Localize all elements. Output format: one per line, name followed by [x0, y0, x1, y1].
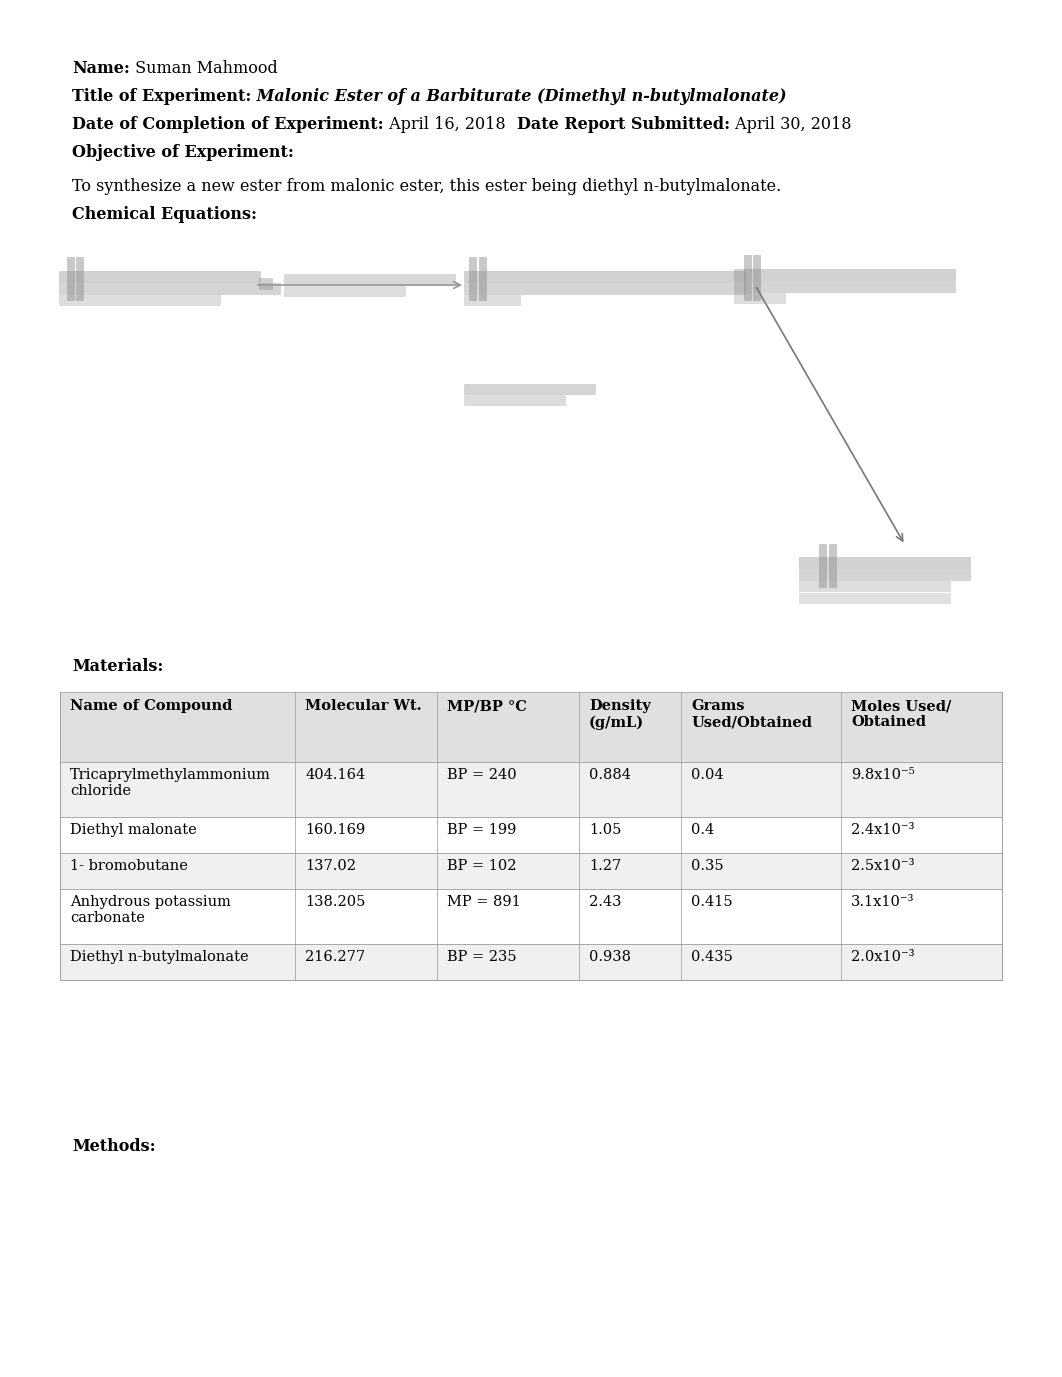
- Text: Anhydrous potassium
carbonate: Anhydrous potassium carbonate: [70, 895, 230, 925]
- Text: 404.164: 404.164: [305, 768, 365, 782]
- Bar: [59, 890, 1003, 945]
- Text: 0.35: 0.35: [691, 859, 723, 873]
- Text: Moles Used/
Obtained: Moles Used/ Obtained: [851, 700, 952, 730]
- Text: Materials:: Materials:: [72, 658, 164, 675]
- FancyBboxPatch shape: [464, 271, 746, 284]
- FancyBboxPatch shape: [744, 255, 752, 302]
- FancyBboxPatch shape: [819, 544, 827, 588]
- Text: Date of Completion of Experiment:: Date of Completion of Experiment:: [72, 116, 383, 134]
- Bar: [59, 945, 1003, 980]
- Text: MP = 891: MP = 891: [447, 895, 520, 909]
- FancyBboxPatch shape: [67, 257, 75, 302]
- Text: 2.43: 2.43: [589, 895, 621, 909]
- FancyBboxPatch shape: [59, 284, 281, 295]
- FancyBboxPatch shape: [799, 593, 950, 605]
- Text: Chemical Equations:: Chemical Equations:: [72, 207, 257, 223]
- Text: 137.02: 137.02: [305, 859, 356, 873]
- Text: 0.938: 0.938: [589, 950, 631, 964]
- FancyBboxPatch shape: [464, 395, 566, 406]
- Text: 2.0x10⁻³: 2.0x10⁻³: [851, 950, 914, 964]
- Text: To synthesize a new ester from malonic ester, this ester being diethyl n-butylma: To synthesize a new ester from malonic e…: [72, 178, 782, 196]
- FancyBboxPatch shape: [753, 255, 761, 302]
- Text: BP = 235: BP = 235: [447, 950, 516, 964]
- Text: Suman Mahmood: Suman Mahmood: [130, 61, 277, 77]
- Text: 1.05: 1.05: [589, 823, 621, 837]
- Bar: [59, 693, 1003, 761]
- Text: 2.5x10⁻³: 2.5x10⁻³: [851, 859, 914, 873]
- FancyBboxPatch shape: [829, 544, 837, 588]
- Text: April 30, 2018: April 30, 2018: [731, 116, 852, 134]
- FancyBboxPatch shape: [799, 581, 950, 592]
- Bar: [59, 852, 1003, 890]
- Text: Density
(g/mL): Density (g/mL): [589, 700, 651, 730]
- FancyBboxPatch shape: [464, 384, 596, 395]
- FancyBboxPatch shape: [284, 274, 456, 286]
- Text: 216.277: 216.277: [305, 950, 365, 964]
- Text: 2.4x10⁻³: 2.4x10⁻³: [851, 823, 914, 837]
- Text: 0.435: 0.435: [691, 950, 733, 964]
- Text: Tricaprylmethylammonium
chloride: Tricaprylmethylammonium chloride: [70, 768, 271, 799]
- Text: BP = 102: BP = 102: [447, 859, 516, 873]
- Text: 0.884: 0.884: [589, 768, 631, 782]
- Text: 138.205: 138.205: [305, 895, 365, 909]
- Text: Molecular Wt.: Molecular Wt.: [305, 700, 422, 713]
- Text: Malonic Ester of a Barbiturate (Dimethyl n-butylmalonate): Malonic Ester of a Barbiturate (Dimethyl…: [252, 88, 787, 105]
- FancyBboxPatch shape: [284, 286, 406, 297]
- FancyBboxPatch shape: [734, 293, 786, 304]
- Text: Grams
Used/Obtained: Grams Used/Obtained: [691, 700, 812, 730]
- Text: Methods:: Methods:: [72, 1137, 156, 1155]
- FancyBboxPatch shape: [734, 269, 956, 281]
- Text: Name of Compound: Name of Compound: [70, 700, 233, 713]
- FancyBboxPatch shape: [479, 257, 487, 302]
- FancyBboxPatch shape: [464, 284, 746, 295]
- FancyBboxPatch shape: [59, 271, 261, 284]
- FancyBboxPatch shape: [734, 281, 956, 293]
- FancyBboxPatch shape: [469, 257, 477, 302]
- FancyBboxPatch shape: [59, 295, 221, 306]
- Text: BP = 240: BP = 240: [447, 768, 516, 782]
- FancyBboxPatch shape: [799, 569, 971, 581]
- FancyBboxPatch shape: [799, 558, 971, 569]
- Bar: [59, 761, 1003, 817]
- Text: April 16, 2018: April 16, 2018: [383, 116, 506, 134]
- FancyBboxPatch shape: [76, 257, 84, 302]
- Text: 1- bromobutane: 1- bromobutane: [70, 859, 188, 873]
- Text: 9.8x10⁻⁵: 9.8x10⁻⁵: [851, 768, 914, 782]
- Text: Diethyl malonate: Diethyl malonate: [70, 823, 196, 837]
- FancyBboxPatch shape: [464, 295, 521, 306]
- Text: Objective of Experiment:: Objective of Experiment:: [72, 145, 294, 161]
- Text: 0.4: 0.4: [691, 823, 715, 837]
- Text: Name:: Name:: [72, 61, 130, 77]
- Text: MP/BP °C: MP/BP °C: [447, 700, 527, 713]
- Text: 160.169: 160.169: [305, 823, 365, 837]
- Text: Title of Experiment:: Title of Experiment:: [72, 88, 252, 105]
- Text: 0.415: 0.415: [691, 895, 733, 909]
- Text: 3.1x10⁻³: 3.1x10⁻³: [851, 895, 914, 909]
- Text: BP = 199: BP = 199: [447, 823, 516, 837]
- FancyBboxPatch shape: [259, 278, 273, 291]
- Text: Diethyl n-butylmalonate: Diethyl n-butylmalonate: [70, 950, 249, 964]
- Text: Date Report Submitted:: Date Report Submitted:: [517, 116, 731, 134]
- Text: 1.27: 1.27: [589, 859, 621, 873]
- Bar: [59, 817, 1003, 852]
- Text: 0.04: 0.04: [691, 768, 723, 782]
